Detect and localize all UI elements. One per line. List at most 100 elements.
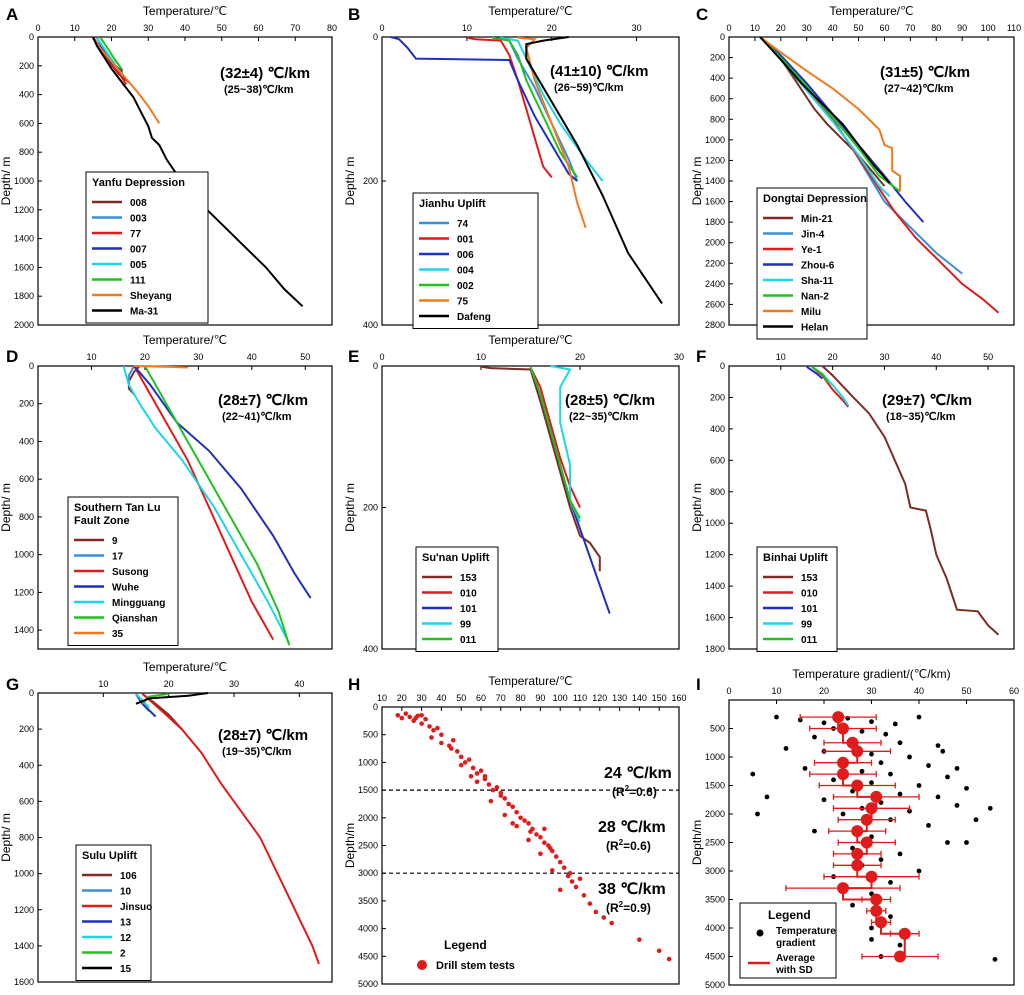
data-point [812, 734, 817, 740]
x-tick-label: 70 [905, 23, 915, 33]
y-tick-label: 600 [710, 94, 725, 104]
data-point [821, 797, 827, 803]
data-point [561, 865, 567, 870]
data-point [510, 804, 515, 810]
legend-entry: Sha-11 [801, 276, 834, 287]
panel-label: D [6, 347, 18, 366]
data-point [478, 768, 484, 774]
y-tick-label: 0 [29, 32, 34, 42]
data-point [510, 821, 515, 826]
y-tick-label: 400 [19, 760, 34, 770]
data-point [506, 801, 512, 807]
legend-entry: 17 [112, 552, 124, 563]
legend-title: Su'nan Uplift [422, 552, 490, 564]
y-tick-label: 0 [373, 702, 378, 712]
legend-entry: Helan [801, 323, 828, 334]
data-point [888, 880, 893, 885]
series-line-101 [806, 365, 823, 380]
x-tick-label: 20 [547, 23, 557, 33]
x-tick-label: 50 [456, 693, 466, 703]
legend-entry: 010 [460, 589, 477, 600]
data-point [395, 713, 401, 718]
x-tick-label: 0 [726, 23, 731, 33]
y-tick-label: 1800 [14, 291, 34, 301]
series-line-Mingguang [122, 365, 291, 644]
y-tick-label: 1000 [705, 135, 725, 145]
panel-D: D Temperature/℃ 10 20 30 40 50 0 200 400 600 800 100… [0, 333, 333, 650]
legend-entry: 2 [120, 949, 126, 960]
y-tick-label: 1400 [705, 581, 725, 591]
data-point [869, 751, 874, 757]
series-line-Helan [759, 36, 891, 184]
average-point [851, 779, 864, 792]
y-tick-label: 3500 [358, 896, 378, 906]
gradient-annotation: 38 ℃/km [598, 881, 666, 898]
average-point [837, 768, 849, 781]
data-point [666, 956, 672, 962]
data-point [403, 711, 409, 716]
data-point [859, 768, 865, 774]
y-tick-label: 1400 [705, 176, 725, 186]
data-point [538, 851, 543, 857]
data-point [964, 840, 969, 845]
data-point [916, 783, 922, 788]
chart-title: Temperature/℃ [488, 333, 572, 347]
y-tick-label: 1600 [14, 262, 34, 272]
data-point [427, 724, 432, 729]
y-axis-label: Depth/ m [0, 483, 13, 532]
legend-box [75, 844, 152, 981]
data-point [486, 782, 492, 787]
x-tick-label: 10 [462, 23, 472, 33]
series-line-111 [99, 37, 124, 71]
panel-I: I Temperature gradient/(℃/km) 0 10 20 30 40 50 6… [690, 667, 1019, 990]
panel-A: A Temperature/℃0 10 20 30 40 50 60 70 80020040060… [0, 4, 337, 330]
series-line-Milu [759, 36, 901, 192]
legend-entry: 75 [457, 297, 469, 308]
y-tick-label: 1400 [14, 941, 34, 951]
x-tick-label: 20 [164, 679, 174, 689]
data-point [526, 821, 531, 826]
panel-label: C [696, 5, 708, 24]
data-point [413, 715, 418, 721]
x-tick-label: 60 [879, 23, 889, 33]
y-tick-label: 4500 [358, 951, 378, 961]
x-tick-label: 60 [476, 693, 486, 703]
legend-entry: Sheyang [130, 291, 172, 302]
x-tick-label: 90 [957, 23, 967, 33]
series-line-004 [500, 36, 604, 182]
gradient-range: (18~35)℃/km [886, 411, 956, 423]
legend-entry: Jin-4 [801, 230, 825, 241]
gradient-range: (22~35)℃/km [569, 411, 639, 423]
y-tick-label: 200 [19, 724, 34, 734]
series-line-Min-21 [759, 36, 886, 187]
gradient-annotation: (28±7) ℃/km [218, 392, 308, 409]
data-point [419, 721, 424, 726]
y-tick-label: 4000 [358, 924, 378, 934]
data-point [494, 785, 500, 790]
data-point [897, 942, 903, 948]
data-point [802, 766, 808, 771]
x-tick-label: 30 [143, 23, 153, 33]
y-tick-label: 1500 [358, 785, 378, 795]
legend-title: Binhai Uplift [763, 552, 828, 564]
x-tick-label: 120 [592, 693, 607, 703]
legend-entry: Jinsuo [120, 902, 152, 913]
average-point [875, 916, 887, 929]
data-point [567, 870, 573, 876]
x-tick-label: 10 [98, 679, 108, 689]
y-tick-label: 1200 [14, 205, 34, 215]
data-point [878, 857, 884, 862]
x-tick-label: 20 [140, 352, 150, 362]
legend-entry: 111 [130, 276, 146, 287]
data-point [987, 805, 993, 811]
y-tick-label: 2600 [705, 299, 725, 309]
y-tick-label: 500 [363, 730, 378, 740]
legend-entry: Average [776, 953, 816, 964]
data-point [450, 737, 456, 743]
gradient-annotation: (31±5) ℃/km [880, 64, 970, 81]
x-tick-label: 70 [496, 693, 506, 703]
y-tick-label: 1000 [14, 550, 34, 560]
legend-entry: 153 [460, 573, 477, 584]
data-point [573, 884, 579, 890]
legend-box [756, 546, 838, 652]
